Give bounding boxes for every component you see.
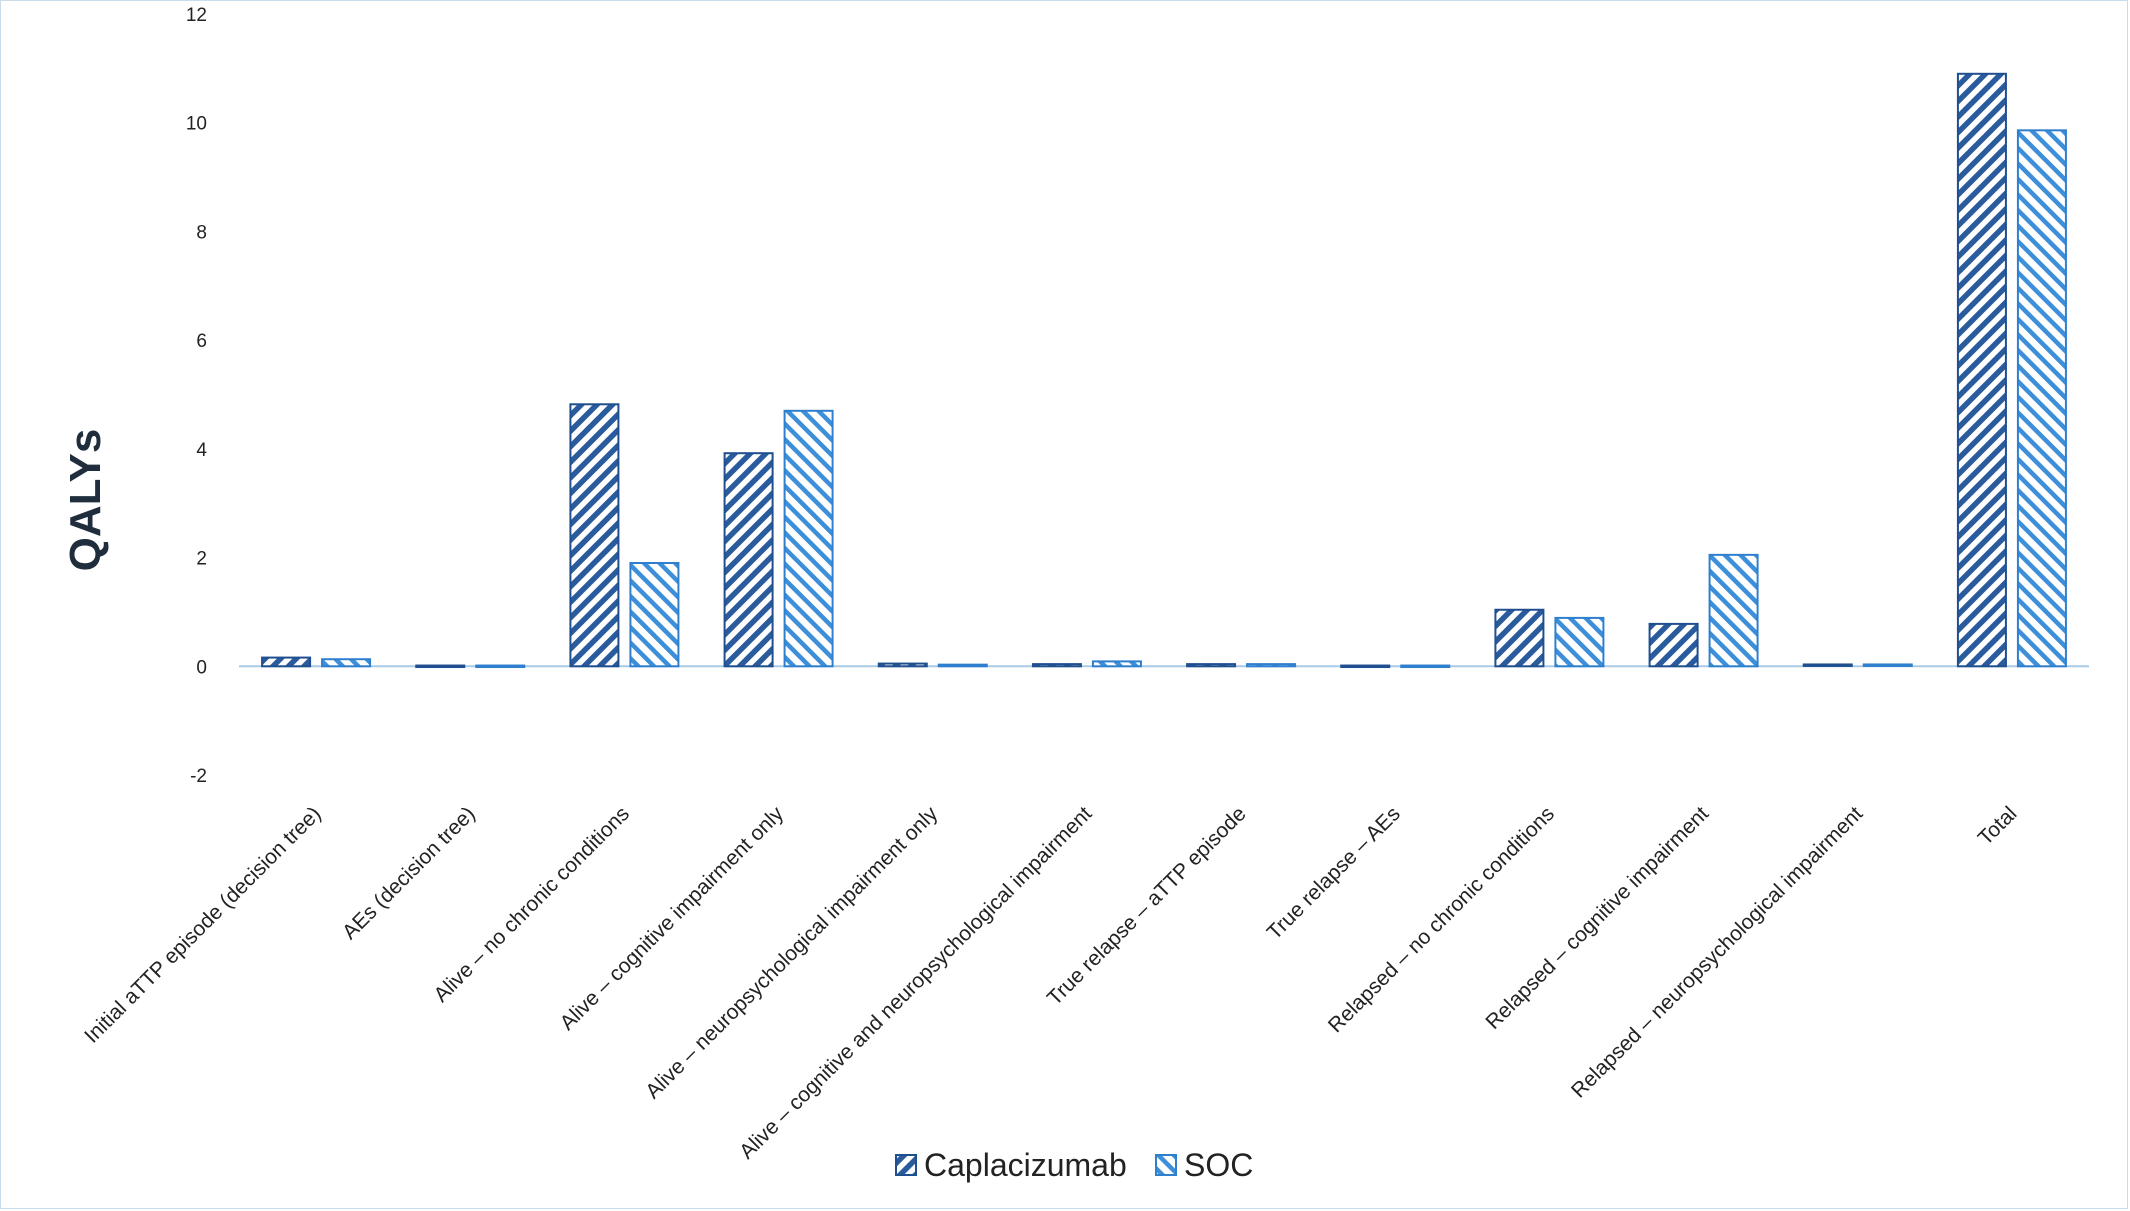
y-tick-label: 4: [196, 440, 207, 461]
y-tick-label: -2: [190, 766, 207, 787]
bar-caplacizumab: [1956, 72, 2007, 668]
bar-caplacizumab: [1648, 622, 1699, 668]
category-labels: Initial aTTP episode (decision tree) AEs …: [80, 802, 2021, 1164]
y-tick-label: 8: [196, 222, 207, 243]
bar-caplacizumab: [1186, 663, 1237, 668]
bar-soc: [1708, 553, 1759, 668]
bar-caplacizumab: [723, 452, 774, 668]
x-category-label: Relapsed – neuropsychological impairment: [1567, 802, 1867, 1102]
x-category-label: True relapse – AEs: [1263, 802, 1405, 944]
y-tick-label: 2: [196, 549, 207, 570]
legend-swatch-soc: [1155, 1154, 1177, 1176]
bar-soc: [1091, 660, 1142, 668]
y-tick-label: 6: [196, 331, 207, 352]
bar-caplacizumab: [415, 664, 466, 669]
bar-caplacizumab: [569, 403, 620, 668]
bar-caplacizumab: [1031, 663, 1082, 668]
x-category-label: Initial aTTP episode (decision tree): [80, 802, 325, 1047]
bar-soc: [1246, 663, 1297, 668]
bar-caplacizumab: [261, 656, 312, 668]
bar-soc: [937, 663, 988, 668]
legend: Caplacizumab SOC: [895, 1147, 1253, 1183]
bar-soc: [629, 562, 680, 668]
y-axis-ticks: -2 0 2 4 6 8 10 12: [186, 5, 208, 787]
x-category-label: Total: [1974, 802, 2022, 850]
bar-soc: [1400, 664, 1451, 669]
y-tick-label: 12: [186, 5, 207, 26]
bar-soc: [2016, 129, 2067, 668]
legend-label-caplacizumab: Caplacizumab: [924, 1147, 1127, 1183]
x-category-label: Alive – neuropsychological impairment on…: [641, 802, 942, 1103]
bar-soc: [1862, 663, 1913, 667]
bar-caplacizumab: [1340, 664, 1391, 669]
bar-soc: [475, 664, 526, 669]
y-axis-label: QALYs: [61, 429, 110, 572]
bar-caplacizumab: [877, 662, 928, 668]
y-tick-label: 0: [196, 657, 207, 678]
y-tick-label: 10: [186, 114, 207, 135]
bars-group: [261, 72, 2067, 669]
bar-caplacizumab: [1802, 663, 1853, 667]
legend-swatch-caplacizumab: [895, 1154, 917, 1176]
bar-soc: [321, 658, 372, 668]
x-category-label: Alive – cognitive and neuropsychological…: [735, 802, 1096, 1163]
bar-soc: [783, 409, 834, 668]
bar-soc: [1554, 616, 1605, 668]
x-category-label: AEs (decision tree): [338, 802, 480, 944]
bar-caplacizumab: [1494, 608, 1545, 668]
legend-label-soc: SOC: [1184, 1147, 1253, 1183]
